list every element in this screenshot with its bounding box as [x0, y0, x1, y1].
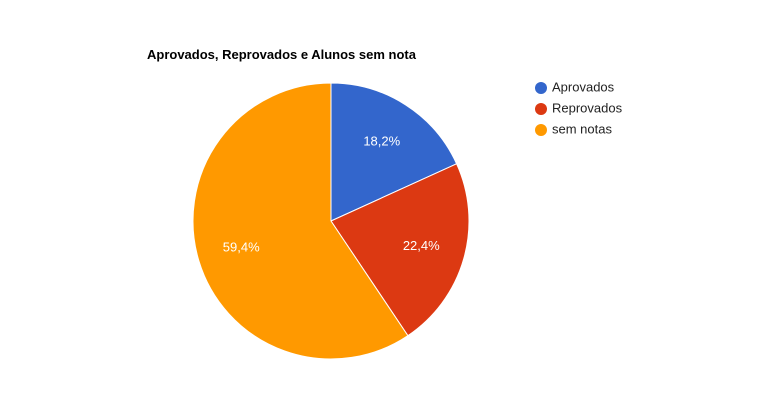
legend-item-sem-notas[interactable]: sem notas: [535, 121, 612, 136]
pie-slice-sem-notas[interactable]: [192, 82, 409, 360]
legend-label: Reprovados: [552, 100, 623, 115]
pie-slice-reprovados[interactable]: [330, 163, 470, 337]
legend-swatch: [535, 103, 547, 115]
pie-slice-labels: 18,2% 22,4% 59,4%: [223, 134, 440, 255]
slice-value-label: 22,4%: [403, 238, 440, 253]
legend-label: Aprovados: [552, 79, 615, 94]
legend-swatch: [535, 124, 547, 136]
legend-swatch: [535, 82, 547, 94]
slice-value-label: 18,2%: [363, 134, 400, 149]
legend: Aprovados Reprovados sem notas: [535, 79, 623, 136]
chart-title: Aprovados, Reprovados e Alunos sem nota: [147, 47, 417, 62]
legend-label: sem notas: [552, 121, 612, 136]
pie-slices: [192, 82, 470, 360]
pie-slice-aprovados[interactable]: [330, 82, 458, 222]
slice-value-label: 59,4%: [223, 240, 260, 255]
legend-item-aprovados[interactable]: Aprovados: [535, 79, 615, 94]
legend-item-reprovados[interactable]: Reprovados: [535, 100, 623, 115]
